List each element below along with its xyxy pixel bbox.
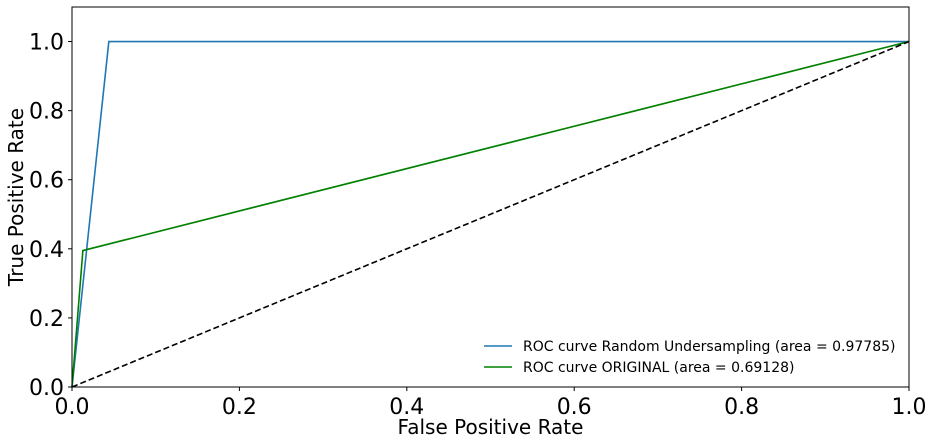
x-tick-label: 0.6 xyxy=(557,395,592,420)
legend: ROC curve Random Undersampling (area = 0… xyxy=(484,339,896,376)
series-line-2 xyxy=(71,40,910,388)
x-tick-label: 0.0 xyxy=(55,395,90,420)
series-line-0 xyxy=(71,40,909,388)
y-tick-label: 0.4 xyxy=(29,238,64,263)
x-axis-ticks: 0.0 0.2 0.4 0.6 0.8 1.0 xyxy=(55,387,927,420)
y-axis-ticks: 0.0 0.2 0.4 0.6 0.8 1.0 xyxy=(29,31,72,401)
x-tick-label: 1.0 xyxy=(892,395,927,420)
legend-entry: ROC curve ORIGINAL (area = 0.69128) xyxy=(523,360,794,376)
y-axis-label: True Positive Rate xyxy=(4,108,28,287)
x-tick-label: 0.8 xyxy=(724,395,759,420)
series-line-1 xyxy=(71,40,910,388)
plot-frame xyxy=(71,6,910,388)
y-tick-label: 0.6 xyxy=(29,169,64,194)
y-tick-label: 0.8 xyxy=(29,100,64,125)
plot-lines xyxy=(71,40,910,388)
y-tick-label: 0.2 xyxy=(29,307,64,332)
y-tick-label: 0.0 xyxy=(29,376,64,401)
x-tick-label: 0.4 xyxy=(389,395,424,420)
x-axis-label: False Positive Rate xyxy=(398,415,584,439)
legend-entry: ROC curve Random Undersampling (area = 0… xyxy=(523,339,896,355)
x-tick-label: 0.2 xyxy=(222,395,257,420)
y-tick-label: 1.0 xyxy=(29,31,64,56)
